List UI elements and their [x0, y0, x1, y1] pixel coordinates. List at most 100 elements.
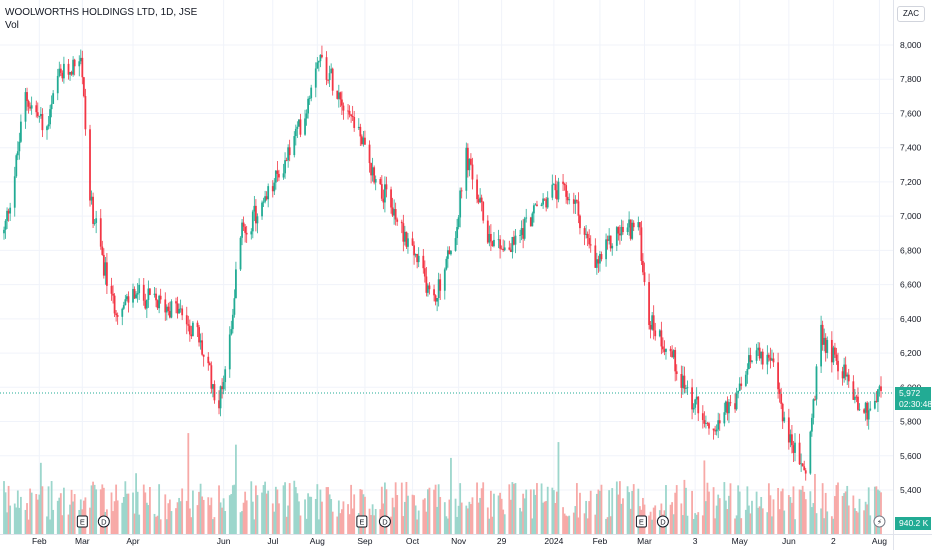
candle-body[interactable]	[187, 324, 190, 326]
candle-body[interactable]	[589, 244, 592, 246]
candle-body[interactable]	[605, 239, 607, 260]
candle-body[interactable]	[574, 200, 577, 204]
candle-body[interactable]	[101, 246, 104, 255]
candle-body[interactable]	[416, 254, 419, 263]
candle-body[interactable]	[837, 360, 839, 372]
candle-body[interactable]	[749, 355, 752, 362]
candle-body[interactable]	[297, 119, 300, 127]
candle-body[interactable]	[703, 420, 706, 424]
candle-body[interactable]	[159, 295, 162, 300]
candle-body[interactable]	[364, 137, 366, 145]
candle-body[interactable]	[58, 68, 61, 76]
candle-body[interactable]	[858, 409, 861, 411]
candle-body[interactable]	[156, 300, 159, 309]
candle-body[interactable]	[35, 105, 38, 113]
candle-body[interactable]	[448, 250, 451, 255]
candle-body[interactable]	[16, 151, 19, 156]
candle-body[interactable]	[695, 396, 698, 400]
candle-body[interactable]	[701, 413, 704, 421]
candle-body[interactable]	[724, 401, 727, 413]
candle-body[interactable]	[546, 197, 549, 208]
candle-body[interactable]	[261, 202, 263, 217]
candle-body[interactable]	[385, 184, 388, 190]
candle-body[interactable]	[330, 68, 333, 74]
candle-body[interactable]	[337, 92, 340, 99]
candle-body[interactable]	[52, 93, 55, 104]
candle-body[interactable]	[499, 239, 501, 249]
candle-body[interactable]	[812, 399, 815, 418]
candle-body[interactable]	[271, 186, 274, 192]
candle-body[interactable]	[110, 285, 113, 294]
candle-body[interactable]	[304, 118, 306, 135]
candle-body[interactable]	[222, 382, 225, 390]
candle-body[interactable]	[138, 284, 141, 294]
candle-body[interactable]	[393, 209, 396, 216]
candle-body[interactable]	[675, 371, 678, 375]
candle-body[interactable]	[663, 349, 666, 352]
candle-body[interactable]	[778, 389, 781, 394]
candle-body[interactable]	[470, 158, 472, 165]
candle-body[interactable]	[642, 261, 644, 273]
candle-body[interactable]	[41, 114, 44, 131]
candle-body[interactable]	[798, 442, 801, 465]
candle-body[interactable]	[783, 417, 786, 422]
candle-body[interactable]	[514, 235, 517, 245]
candle-body[interactable]	[787, 417, 790, 443]
candle-body[interactable]	[254, 205, 257, 224]
candle-body[interactable]	[877, 389, 879, 402]
candle-body[interactable]	[49, 109, 51, 125]
candle-body[interactable]	[454, 238, 457, 251]
candle-body[interactable]	[804, 470, 807, 474]
candle-body[interactable]	[78, 61, 81, 67]
candle-body[interactable]	[631, 222, 634, 239]
candle-body[interactable]	[102, 254, 105, 276]
candle-body[interactable]	[780, 393, 783, 404]
candle-body[interactable]	[586, 233, 589, 239]
candle-body[interactable]	[508, 247, 511, 250]
candle-body[interactable]	[250, 231, 253, 235]
candle-body[interactable]	[26, 92, 28, 102]
candle-body[interactable]	[61, 72, 64, 79]
candle-body[interactable]	[3, 229, 5, 234]
candle-body[interactable]	[735, 393, 738, 410]
candle-body[interactable]	[317, 61, 320, 63]
candle-body[interactable]	[450, 250, 452, 255]
candle-body[interactable]	[683, 375, 686, 389]
candle-body[interactable]	[93, 222, 96, 224]
candle-body[interactable]	[59, 68, 62, 73]
candle-body[interactable]	[340, 99, 343, 106]
candle-body[interactable]	[423, 268, 426, 277]
candle-body[interactable]	[413, 245, 415, 256]
candle-body[interactable]	[500, 248, 503, 250]
candle-body[interactable]	[618, 233, 621, 236]
candle-body[interactable]	[188, 325, 191, 335]
candle-body[interactable]	[846, 374, 849, 377]
candle-body[interactable]	[4, 220, 7, 230]
candle-body[interactable]	[476, 179, 478, 200]
candle-body[interactable]	[165, 306, 168, 313]
candle-body[interactable]	[210, 365, 213, 389]
candle-body[interactable]	[339, 92, 342, 100]
candle-body[interactable]	[800, 463, 803, 465]
candle-body[interactable]	[391, 207, 394, 216]
candle-body[interactable]	[273, 182, 276, 192]
candle-body[interactable]	[757, 347, 760, 351]
candle-body[interactable]	[844, 364, 847, 377]
candle-body[interactable]	[801, 463, 804, 467]
candle-body[interactable]	[726, 401, 729, 414]
candle-body[interactable]	[809, 431, 812, 474]
candle-body[interactable]	[606, 239, 609, 241]
candle-body[interactable]	[803, 466, 806, 471]
candle-body[interactable]	[384, 184, 386, 203]
candle-body[interactable]	[615, 227, 618, 246]
candle-body[interactable]	[708, 423, 710, 429]
candle-body[interactable]	[256, 216, 259, 224]
candle-body[interactable]	[63, 63, 65, 79]
candle-body[interactable]	[878, 386, 881, 390]
candle-body[interactable]	[760, 351, 763, 359]
candle-body[interactable]	[545, 199, 548, 208]
candle-body[interactable]	[164, 299, 167, 313]
candle-body[interactable]	[479, 197, 482, 203]
candle-body[interactable]	[122, 305, 125, 309]
candle-body[interactable]	[89, 129, 91, 201]
